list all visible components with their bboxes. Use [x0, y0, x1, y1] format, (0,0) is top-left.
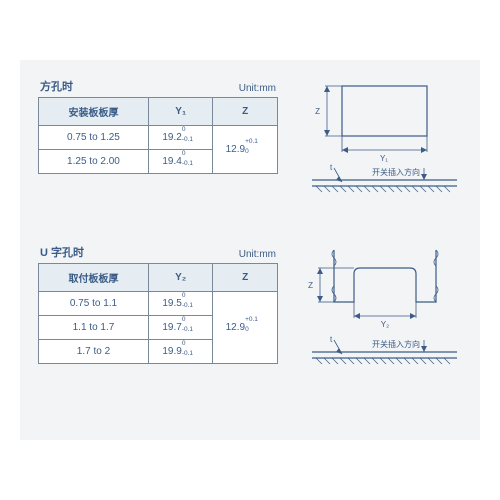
table1-unit: Unit:mm [239, 83, 276, 94]
table2-h2: Z [213, 264, 278, 292]
table2-title: U 字孔时 [40, 244, 84, 260]
table-row: 0.75 to 1.1 19.50-0.1-0.1 12.9+0.10+0.1 [39, 292, 278, 316]
table-row: 0.75 to 1.25 19.20-0.1-0.1 12.9+0.10+0.1 [39, 126, 278, 150]
d1-y-label: Y₁ [380, 154, 388, 163]
t2-r2-y: 19.90-0.1-0.1 [148, 340, 213, 364]
d2-z-label: Z [308, 281, 313, 290]
t1-r0-thk: 0.75 to 1.25 [39, 126, 149, 150]
t2-r2-thk: 1.7 to 2 [39, 340, 149, 364]
section-square-hole: 方孔时 Unit:mm 安装板板厚 Y₁ Z 0.75 to 1.25 19.2… [38, 78, 468, 218]
t2-r1-thk: 1.1 to 1.7 [39, 316, 149, 340]
t1-r1-thk: 1.25 to 2.00 [39, 150, 149, 174]
t1-r0-y: 19.20-0.1-0.1 [148, 126, 213, 150]
spec-sheet: 方孔时 Unit:mm 安装板板厚 Y₁ Z 0.75 to 1.25 19.2… [20, 60, 480, 440]
t1-r1-y: 19.40-0.1-0.1 [148, 150, 213, 174]
d1-z-label: Z [315, 107, 320, 116]
table2-h1: Y₂ [148, 264, 213, 292]
t1-z: 12.9+0.10+0.1 [213, 126, 278, 174]
table1-h2: Z [213, 98, 278, 126]
t2-r0-y: 19.50-0.1-0.1 [148, 292, 213, 316]
t2-r0-thk: 0.75 to 1.1 [39, 292, 149, 316]
section-u-hole: U 字孔时 Unit:mm 取付板板厚 Y₂ Z 0.75 to 1.1 19.… [38, 244, 468, 404]
table2-h0: 取付板板厚 [39, 264, 149, 292]
table1-h1: Y₁ [148, 98, 213, 126]
t2-z: 12.9+0.10+0.1 [213, 292, 278, 364]
table1-block: 方孔时 Unit:mm 安装板板厚 Y₁ Z 0.75 to 1.25 19.2… [38, 78, 278, 174]
d2-insert-label: 开关插入方向 [372, 339, 420, 349]
table2-unit: Unit:mm [239, 249, 276, 260]
diagram1: Z Y₁ [292, 78, 467, 218]
table2: 取付板板厚 Y₂ Z 0.75 to 1.1 19.50-0.1-0.1 12.… [38, 263, 278, 364]
d2-t-label: t [330, 335, 333, 344]
d2-y-label: Y₂ [381, 320, 389, 329]
t2-r1-y: 19.70-0.1-0.1 [148, 316, 213, 340]
d1-insert-label: 开关插入方向 [372, 167, 420, 177]
table1-title: 方孔时 [40, 78, 73, 94]
table1-h0: 安装板板厚 [39, 98, 149, 126]
d1-t-label: t [330, 163, 333, 172]
table1: 安装板板厚 Y₁ Z 0.75 to 1.25 19.20-0.1-0.1 12… [38, 97, 278, 174]
diagram2: Z Y₂ [292, 244, 467, 404]
table2-block: U 字孔时 Unit:mm 取付板板厚 Y₂ Z 0.75 to 1.1 19.… [38, 244, 278, 364]
